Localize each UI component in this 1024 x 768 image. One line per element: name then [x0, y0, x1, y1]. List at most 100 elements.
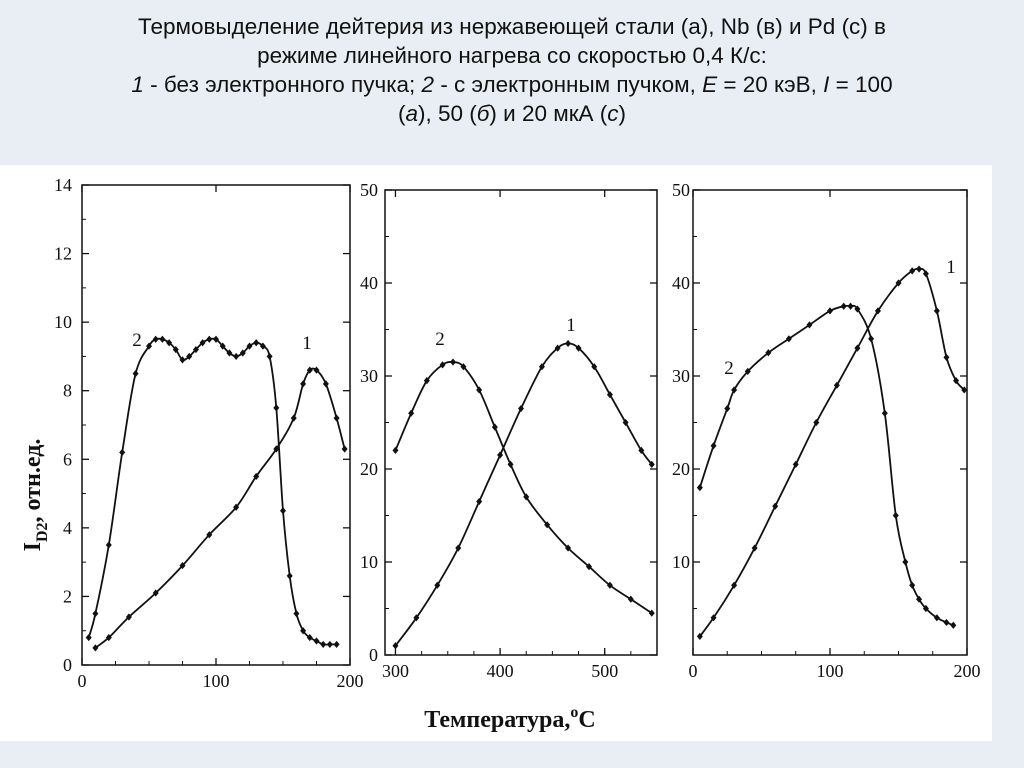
title-curve-1-number: 1 — [131, 72, 144, 97]
panel-a-series-1-point — [92, 644, 99, 652]
panel-c-series-2-point — [731, 386, 738, 394]
panel-c-series-1-point — [833, 381, 840, 389]
panel-a: 0 2 4 6 8 10 12 14 0 100 200 2 1 — [54, 175, 364, 691]
panel-a-x-tick-label: 200 — [337, 671, 364, 691]
panel-c-series-1-point — [792, 460, 799, 468]
panel-b-frame — [384, 189, 658, 656]
panel-c-series-1-point — [813, 418, 820, 427]
panel-a-series-1-point — [179, 561, 186, 570]
panel-c-series-2-point — [724, 404, 731, 413]
panel-a-y-tick-label: 8 — [63, 381, 72, 401]
panel-c-curve-label-2: 2 — [724, 358, 734, 379]
panel-c-series-2-point — [909, 581, 916, 589]
title-line-3-part-c: = 20 кэВ, — [717, 72, 824, 97]
panel-c-x-tick-label: 100 — [817, 661, 844, 681]
panel-c-series-1-point — [696, 632, 703, 640]
panel-a-curve-label-1: 1 — [302, 333, 312, 354]
panel-a-series-2-point — [213, 335, 219, 343]
panel-b-series-1-point — [622, 418, 629, 427]
title-line-4-part-b: ), 50 ( — [417, 101, 477, 126]
panel-c-series-2-point — [922, 604, 929, 613]
title-curve-2-number: 2 — [421, 72, 435, 97]
panel-b-series-1-point — [648, 460, 655, 468]
panel-a-series-1-point — [300, 380, 307, 388]
panel-c-series-1-point — [895, 279, 902, 287]
panel-c-series-1-point — [710, 614, 717, 622]
panel-a-series-2-point — [333, 640, 340, 649]
panel-b-curve-label-1: 1 — [566, 315, 576, 336]
panel-b-y-tick-label: 50 — [360, 180, 378, 200]
x-axis-title: Температура,oС — [424, 704, 595, 733]
panel-c-series-1-point — [731, 581, 738, 589]
panel-a-series-1-point — [233, 503, 240, 511]
y-axis-title-subscript: D2 — [34, 522, 51, 542]
panel-b-series-2-point — [507, 460, 514, 468]
panel-b-series-1-point — [476, 497, 483, 506]
panel-a-series-2-point — [119, 448, 126, 457]
panel-b-series-2-point — [450, 358, 456, 366]
title-line-1: Термовыделение дейтерия из нержавеющей с… — [137, 14, 887, 39]
panel-a-y-tick-label: 12 — [54, 244, 72, 264]
panel-a-series-1-point — [333, 414, 340, 422]
slide-title: Термовыделение дейтерия из нержавеющей с… — [0, 12, 1024, 128]
panel-b-series-2-point — [523, 493, 530, 501]
panel-c-series-2-line — [699, 304, 954, 627]
panel-c-series-2-point — [868, 335, 875, 343]
panel-a-series-2-point — [280, 507, 286, 515]
title-line-4-part-c: ) и 20 мкА ( — [489, 101, 608, 126]
panel-a-series-2-point — [326, 640, 333, 649]
panel-a-series-1-point — [273, 445, 280, 453]
panel-c-series-2-point — [847, 302, 854, 310]
panel-c-curve-label-1: 1 — [946, 257, 956, 278]
x-axis-title-unit: С — [578, 707, 595, 733]
panel-a-curve-label-2: 2 — [132, 330, 142, 351]
panel-a-series-2-point — [239, 349, 246, 357]
panel-c-series-2-point — [785, 335, 792, 343]
panel-c-series-2-point — [765, 349, 772, 357]
panel-b-series-1-point — [538, 363, 545, 371]
panel-b-series-1-point — [413, 614, 420, 622]
panel-c-series-2-point — [950, 621, 957, 629]
y-axis-title: ID2, отн.ед. — [20, 439, 51, 552]
panel-b-series-2-point — [627, 595, 634, 603]
panel-b-x-tick-label: 300 — [382, 661, 409, 681]
title-panel-c-letter: с — [607, 101, 619, 126]
panel-a-series-2-point — [266, 352, 273, 361]
panel-c-series-2-point — [710, 442, 717, 450]
panel-b-y-tick-label: 30 — [360, 366, 378, 386]
panel-c-series-1-point — [772, 502, 779, 510]
title-current-symbol: I — [823, 72, 830, 97]
panel-b-series-2-point — [408, 409, 415, 417]
panel-b-y-tick-label: 0 — [369, 645, 378, 665]
panel-a-y-tick-label: 6 — [63, 449, 72, 469]
panel-c-series-1-point — [933, 307, 940, 315]
x-axis-title-text: Температура, — [424, 707, 570, 733]
panel-b-series-2-point — [586, 563, 592, 571]
panel-b-series-1-point — [455, 544, 462, 552]
panel-b-series-2-point — [648, 609, 655, 617]
panel-b-series-2-point — [606, 581, 613, 589]
y-axis-title-unit: , отн.ед. — [20, 439, 46, 523]
panel-a-series-2-point — [306, 633, 313, 642]
title-line-3-part-a: - без электронного пучка; — [143, 72, 422, 97]
panel-a-series-2-point — [313, 637, 320, 645]
panel-a-series-2-line — [87, 337, 337, 646]
panel-a-x-tick-label: 0 — [78, 671, 87, 691]
panel-b-series-2-point — [565, 544, 572, 552]
panel-c-series-2-point — [943, 618, 950, 627]
panel-b-series-1-point — [638, 446, 645, 454]
panel-c-series-1-line — [699, 267, 965, 637]
panel-a-series-1-point — [341, 445, 348, 453]
panel-c-x-tick-label: 200 — [954, 661, 981, 681]
panel-c-series-2-point — [902, 558, 909, 566]
panel-a-series-2-point — [300, 627, 307, 635]
panel-b-series-1-point — [434, 581, 441, 589]
panel-a-series-2-point — [320, 640, 327, 649]
panel-a-series-2-point — [92, 609, 99, 618]
panel-a-y-tick-label: 4 — [63, 518, 72, 538]
title-energy-symbol: E — [702, 72, 718, 97]
panel-c-y-tick-label: 30 — [672, 366, 690, 386]
panel-c-series-2-point — [892, 511, 899, 520]
panel-c-series-1-point — [961, 386, 968, 394]
